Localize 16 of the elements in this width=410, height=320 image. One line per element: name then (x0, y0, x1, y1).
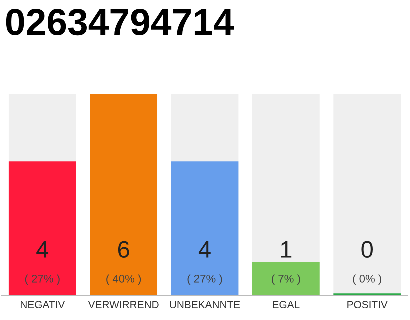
data-label: 1 (281, 242, 292, 258)
x-tick-label: UNBEKANNTE (170, 301, 240, 309)
data-label: 0 (362, 241, 374, 258)
annotation: ( 40% ) (106, 274, 142, 286)
x-tick-label: VERWIRREND (88, 301, 159, 308)
x-tick-label: EGAL (273, 301, 300, 309)
annotation: ( 27% ) (25, 274, 60, 286)
annotation: ( 0% ) (353, 274, 382, 286)
annotation: ( 27% ) (188, 274, 222, 286)
chart-title: 02634794714 (6, 8, 234, 36)
data-label: 4 (36, 242, 49, 258)
x-tick-label: POSITIV (348, 301, 388, 309)
data-label: 6 (118, 241, 130, 258)
annotation: ( 7% ) (272, 274, 300, 286)
x-tick-label: NEGATIV (21, 301, 66, 309)
data-label: 4 (198, 242, 211, 258)
